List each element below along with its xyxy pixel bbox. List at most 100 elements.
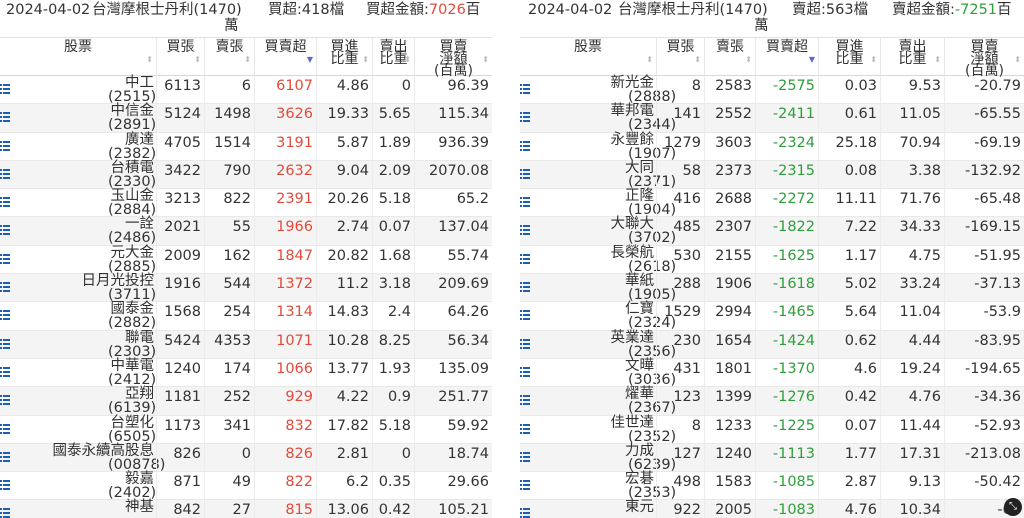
list-icon[interactable]: [0, 140, 10, 152]
col-sell-pct-header[interactable]: 賣出 比重 ⬍: [372, 38, 414, 76]
stock-cell[interactable]: 大同 (2371): [520, 161, 676, 190]
stock-cell[interactable]: 正隆 (1904): [520, 189, 676, 218]
stock-cell[interactable]: 大聯大 (3702): [520, 216, 677, 246]
list-icon[interactable]: [0, 111, 10, 123]
stock-name[interactable]: 佳世達: [610, 414, 655, 431]
stock-cell[interactable]: 長榮航 (2618): [520, 246, 677, 275]
table-row[interactable]: 燿華 (2367) 123 1399 -1276 0.42 4.76 -34.36: [520, 386, 1024, 416]
list-icon[interactable]: [0, 281, 10, 293]
list-icon[interactable]: [0, 479, 10, 491]
stock-name[interactable]: 台塑化: [110, 414, 155, 431]
stock-cell[interactable]: 華紙 (1905): [520, 274, 676, 303]
sort-icon[interactable]: ⬍: [244, 55, 251, 64]
sort-icon[interactable]: ⬍: [745, 55, 752, 64]
stock-name[interactable]: 仁寶: [625, 301, 654, 318]
list-icon[interactable]: [520, 479, 530, 491]
list-icon[interactable]: [520, 366, 530, 378]
sort-icon[interactable]: ⬍: [194, 55, 201, 64]
stock-name[interactable]: 東元: [625, 499, 654, 516]
stock-cell[interactable]: 仁寶 (2324): [520, 301, 676, 331]
table-row[interactable]: 長榮航 (2618) 530 2155 -1625 1.17 4.75 -51.95: [520, 246, 1024, 275]
list-icon[interactable]: [520, 111, 530, 123]
stock-cell[interactable]: 永豐餘 (1907): [520, 131, 677, 161]
list-icon[interactable]: [0, 224, 10, 236]
col-sell-header[interactable]: 賣張 ⬍: [704, 38, 755, 76]
table-row[interactable]: 一詮 (2486) 2021 55 1966 2.74 0.07 137.04: [0, 217, 492, 246]
stock-name[interactable]: 新光金: [610, 75, 655, 91]
list-icon[interactable]: [0, 451, 10, 463]
stock-name[interactable]: 玉山金: [110, 188, 155, 205]
sort-icon[interactable]: ⬍: [482, 55, 489, 64]
table-row[interactable]: 日月光投控 (3711) 1916 544 1372 11.2 3.18 209.69: [0, 273, 492, 303]
list-icon[interactable]: [0, 168, 10, 180]
stock-cell[interactable]: 力成 (6239): [520, 444, 676, 473]
list-icon[interactable]: [520, 338, 530, 350]
col-net-header[interactable]: 買賣超 ▼: [254, 38, 316, 76]
list-icon[interactable]: [520, 224, 530, 236]
stock-name[interactable]: 元大金: [110, 244, 155, 261]
stock-name[interactable]: 台積電: [110, 159, 155, 176]
stock-cell[interactable]: 國泰永續高股息 (00878): [0, 442, 166, 473]
table-row[interactable]: 廣達 (2382) 4705 1514 3191 5.87 1.89 936.39: [0, 132, 492, 161]
list-icon[interactable]: [520, 451, 530, 463]
stock-cell[interactable]: 宏碁 (2353): [520, 472, 676, 501]
table-row[interactable]: 力成 (6239) 127 1240 -1113 1.77 17.31 -213.08: [520, 444, 1024, 473]
stock-name[interactable]: 永豐餘: [610, 131, 655, 148]
table-row[interactable]: 大同 (2371) 58 2373 -2315 0.08 3.38 -132.92: [520, 161, 1024, 190]
sort-icon[interactable]: ⬍: [870, 55, 877, 64]
stock-cell[interactable]: 中工 (2515): [0, 76, 156, 105]
col-buy-pct-header[interactable]: 買進 比重 ⬍: [818, 38, 880, 76]
list-icon[interactable]: [0, 196, 10, 208]
list-icon[interactable]: [0, 253, 10, 265]
stock-cell[interactable]: 東元: [520, 500, 656, 518]
stock-name[interactable]: 日月光投控: [81, 273, 155, 290]
list-icon[interactable]: [0, 507, 10, 518]
stock-cell[interactable]: 廣達 (2382): [0, 132, 156, 161]
sort-icon[interactable]: ⬍: [1014, 55, 1021, 64]
table-row[interactable]: 中工 (2515) 6113 6 6107 4.86 0 96.39: [0, 76, 492, 105]
list-icon[interactable]: [520, 140, 530, 152]
table-row[interactable]: 中華電 (2412) 1240 174 1066 13.77 1.93 135.09: [0, 357, 492, 388]
col-buy-header[interactable]: 買張 ⬍: [656, 38, 704, 76]
list-icon[interactable]: [520, 423, 530, 435]
table-row[interactable]: 永豐餘 (1907) 1279 3603 -2324 25.18 70.94 -69.19: [520, 131, 1024, 161]
resize-icon[interactable]: ⤡: [1004, 498, 1022, 516]
stock-cell[interactable]: 玉山金 (2884): [0, 188, 156, 218]
stock-cell[interactable]: 亞翔 (6139): [0, 386, 156, 416]
list-icon[interactable]: [520, 253, 530, 265]
list-icon[interactable]: [0, 394, 10, 406]
col-stock-header[interactable]: 股票 ⬍: [64, 39, 153, 64]
stock-cell[interactable]: 毅嘉 (2402): [0, 472, 156, 501]
stock-cell[interactable]: 一詮 (2486): [0, 217, 156, 246]
list-icon[interactable]: [0, 423, 10, 435]
stock-cell[interactable]: 元大金 (2885): [0, 244, 156, 275]
sort-icon[interactable]: ▼: [808, 55, 815, 64]
sort-icon[interactable]: ⬍: [404, 55, 411, 64]
table-row[interactable]: 台塑化 (6505) 1173 341 832 17.82 5.18 59.92: [0, 414, 492, 444]
stock-name[interactable]: 大聯大: [610, 216, 655, 233]
col-amount-header[interactable]: 買賣 淨額 (百萬) ⬍: [414, 38, 492, 78]
stock-name[interactable]: 國泰金: [110, 301, 155, 318]
stock-name[interactable]: 文曄: [625, 357, 654, 374]
stock-cell[interactable]: 台塑化 (6505): [0, 414, 156, 444]
col-buy-pct-header[interactable]: 買進 比重 ⬍: [316, 38, 372, 76]
stock-cell[interactable]: 文曄 (3036): [520, 357, 676, 388]
list-icon[interactable]: [520, 83, 530, 95]
stock-name[interactable]: 燿華: [625, 386, 654, 403]
table-row[interactable]: 英業達 (2356) 230 1654 -1424 0.62 4.44 -83.95: [520, 330, 1024, 359]
sort-icon[interactable]: ⬍: [146, 55, 153, 64]
col-stock-header[interactable]: 股票 ⬍: [574, 39, 653, 64]
list-icon[interactable]: [0, 83, 10, 95]
stock-cell[interactable]: 中華電 (2412): [0, 357, 156, 388]
stock-name[interactable]: 亞翔: [125, 386, 154, 403]
stock-name[interactable]: 中華電: [110, 357, 155, 374]
col-sell-pct-header[interactable]: 賣出 比重 ⬍: [880, 38, 944, 76]
stock-name[interactable]: 國泰永續高股息: [52, 442, 155, 459]
stock-cell[interactable]: 燿華 (2367): [520, 386, 676, 416]
sort-icon[interactable]: ⬍: [362, 55, 369, 64]
stock-cell[interactable]: 中信金 (2891): [0, 104, 156, 133]
table-row[interactable]: 國泰永續高股息 (00878) 826 0 826 2.81 0 18.74: [0, 442, 492, 473]
table-row[interactable]: 台積電 (2330) 3422 790 2632 9.04 2.09 2070.08: [0, 159, 492, 190]
stock-cell[interactable]: 聯電 (2303): [0, 330, 156, 359]
